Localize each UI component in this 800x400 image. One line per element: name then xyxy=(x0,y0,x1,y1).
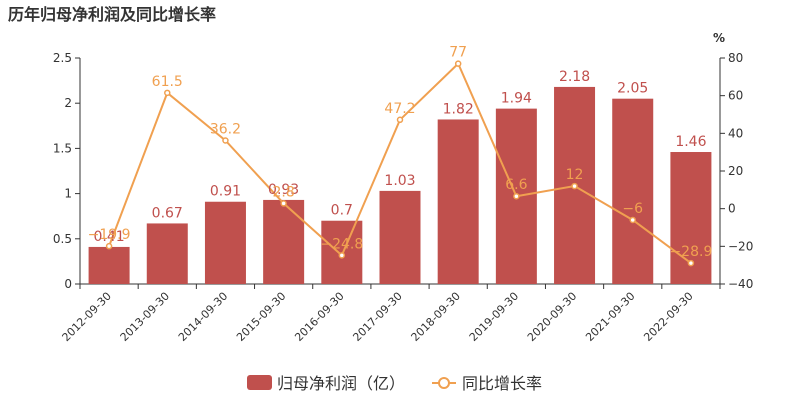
right-tick-label: 20 xyxy=(728,164,743,178)
legend-line-marker xyxy=(438,377,450,389)
right-tick-label: 0 xyxy=(728,202,736,216)
bar-value-label: 1.46 xyxy=(675,134,706,150)
legend-line-label: 同比增长率 xyxy=(462,374,542,393)
right-tick-label: 80 xyxy=(728,51,743,65)
x-tick-label: 2012-09-30 xyxy=(60,290,114,344)
line-point[interactable] xyxy=(280,200,287,207)
x-tick-label: 2020-09-30 xyxy=(525,290,579,344)
bar-value-label: 0.91 xyxy=(210,184,241,200)
left-tick-label: 1.5 xyxy=(53,141,72,155)
bar-value-label: 0.7 xyxy=(331,203,353,219)
bar[interactable] xyxy=(146,223,188,284)
right-tick-label: 40 xyxy=(728,126,743,140)
bar[interactable] xyxy=(379,190,421,284)
line-value-label: −19.9 xyxy=(88,227,131,243)
line-point[interactable] xyxy=(571,182,578,190)
bar[interactable] xyxy=(437,119,479,284)
line-point[interactable] xyxy=(454,60,462,67)
legend-bar-swatch xyxy=(247,375,272,390)
x-tick-label: 2018-09-30 xyxy=(409,290,463,344)
legend[interactable]: 归母净利润（亿） 同比增长率 xyxy=(247,374,542,393)
line-point[interactable] xyxy=(164,89,171,97)
line-value-label: 6.6 xyxy=(505,177,527,193)
right-tick-label: 60 xyxy=(728,89,743,103)
x-tick-label: 2017-09-30 xyxy=(350,290,404,344)
bar[interactable] xyxy=(612,98,654,285)
line-value-label: −28.9 xyxy=(669,244,712,260)
right-axis-unit: % xyxy=(713,31,725,45)
right-tick-label: −40 xyxy=(728,277,753,291)
bar[interactable] xyxy=(88,246,130,284)
x-tick-label: 2015-09-30 xyxy=(234,290,288,344)
x-tick-label: 2013-09-30 xyxy=(118,290,172,344)
x-tick-label: 2022-09-30 xyxy=(641,290,695,344)
bar[interactable] xyxy=(204,201,246,284)
bar-value-label: 2.05 xyxy=(617,81,648,97)
bar-value-label: 1.82 xyxy=(443,101,474,117)
legend-bar-label: 归母净利润（亿） xyxy=(277,374,405,393)
x-tick-label: 2016-09-30 xyxy=(292,290,346,344)
line-value-label: 12 xyxy=(566,167,584,183)
right-tick-label: −20 xyxy=(728,239,753,253)
bar-value-label: 2.18 xyxy=(559,69,590,85)
left-tick-label: 0.5 xyxy=(53,232,72,246)
bar-value-label: 0.67 xyxy=(152,205,183,221)
x-tick-label: 2019-09-30 xyxy=(467,290,521,344)
left-tick-label: 2 xyxy=(64,96,72,110)
line-value-label: 47.2 xyxy=(384,101,415,117)
bar-value-label: 0.93 xyxy=(268,182,299,198)
line-point[interactable] xyxy=(629,216,636,224)
bar[interactable] xyxy=(263,199,305,284)
line-point[interactable] xyxy=(105,242,113,250)
bar-value-label: 1.94 xyxy=(501,91,532,107)
data-labels: 0.41 0.67 0.91 0.93 0.7 1.03 1.82 1.94 2.18 2.05 1… xyxy=(88,45,713,260)
line-point[interactable] xyxy=(687,259,695,267)
x-tick-label: 2021-09-30 xyxy=(583,290,637,344)
line-point[interactable] xyxy=(396,116,404,124)
line-point[interactable] xyxy=(222,137,229,144)
line-value-label: −6 xyxy=(622,201,643,217)
line-value-label: 61.5 xyxy=(152,74,183,90)
bar-value-label: 1.03 xyxy=(384,173,415,189)
line-point[interactable] xyxy=(513,192,520,200)
chart-title: 历年归母净利润及同比增长率 xyxy=(8,5,216,24)
line-value-label: 2.8 xyxy=(273,184,295,200)
line-series xyxy=(105,60,695,267)
line-value-label: 77 xyxy=(449,45,467,61)
x-tick-label: 2014-09-30 xyxy=(176,290,230,344)
left-tick-label: 2.5 xyxy=(53,51,72,65)
bar-value-label: 0.41 xyxy=(94,229,125,245)
line-value-label: −24.8 xyxy=(320,236,363,252)
left-tick-label: 1 xyxy=(64,187,72,201)
left-tick-label: 0 xyxy=(64,277,72,291)
line-point[interactable] xyxy=(338,252,346,259)
line-value-label: 36.2 xyxy=(210,121,241,137)
